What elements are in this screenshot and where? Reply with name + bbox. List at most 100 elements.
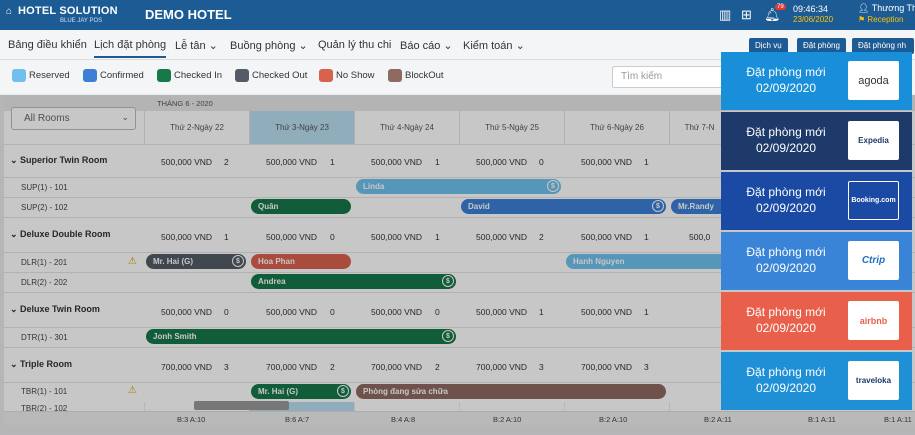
booking-bar[interactable]: Hanh Nguyen bbox=[566, 254, 731, 269]
menu-finance[interactable]: Quản lý thu chi bbox=[318, 39, 392, 51]
daily-summary: B:2 A:10 bbox=[599, 415, 628, 424]
group-booking-button[interactable]: Đặt phòng nh bbox=[852, 38, 914, 54]
available-count: 1 bbox=[330, 157, 335, 167]
menu-reports[interactable]: Báo cáo ⌄ bbox=[400, 40, 453, 52]
day-header[interactable]: Thứ 6-Ngày 26 bbox=[564, 111, 669, 144]
day-header[interactable]: Thứ 2-Ngày 22 bbox=[144, 111, 249, 144]
available-count: 0 bbox=[435, 307, 440, 317]
category-superior-twin[interactable]: ⌄ Superior Twin Room bbox=[10, 155, 108, 165]
available-count: 2 bbox=[435, 362, 440, 372]
price-cell: 500,000 VND bbox=[581, 307, 633, 317]
available-count: 3 bbox=[224, 362, 229, 372]
horizontal-scrollbar[interactable] bbox=[194, 401, 289, 410]
menu-reception[interactable]: Lễ tân ⌄ bbox=[175, 40, 218, 52]
sitemap-icon[interactable]: ⊞ bbox=[741, 7, 752, 22]
room-label: TBR(1) - 101 bbox=[21, 387, 68, 396]
new-booking-notification[interactable]: Đặt phòng mới 02/09/2020 Ctrip bbox=[721, 232, 912, 290]
booking-bar[interactable]: Phòng đang sửa chữa bbox=[356, 384, 666, 399]
traveloka-logo: traveloka bbox=[848, 361, 899, 400]
notification-count-badge: 79 bbox=[775, 4, 786, 10]
legend-swatch bbox=[388, 68, 402, 82]
calculator-icon[interactable]: ▥ bbox=[719, 7, 732, 22]
house-icon: ⌂ bbox=[6, 6, 13, 17]
new-booking-notification[interactable]: Đặt phòng mới 02/09/2020 Booking.com bbox=[721, 172, 912, 230]
room-label: SUP(2) - 102 bbox=[21, 203, 68, 212]
chevron-down-icon: ⌄ bbox=[121, 112, 129, 122]
month-row: THÁNG 6 - 2020 bbox=[4, 95, 915, 111]
user-name[interactable]: 👤︎ Thương Thư bbox=[858, 3, 915, 13]
room-label: DLR(1) - 201 bbox=[21, 258, 68, 267]
room-filter-select[interactable]: All Rooms ⌄ bbox=[11, 107, 136, 130]
month-label: THÁNG 6 - 2020 bbox=[157, 99, 213, 108]
menu-booking-calendar[interactable]: Lịch đặt phòng bbox=[94, 39, 167, 58]
top-bar: ⌂ HOTEL SOLUTION BLUE JAY POS DEMO HOTEL… bbox=[0, 0, 915, 30]
booking-bar[interactable]: Mr.Randy bbox=[671, 199, 731, 214]
menu-dashboard[interactable]: Bảng điều khiển bbox=[8, 39, 87, 51]
day-header[interactable]: Thứ 5-Ngày 25 bbox=[459, 111, 564, 144]
price-cell: 700,000 VND bbox=[476, 362, 528, 372]
booking-bar[interactable]: Linda $ bbox=[356, 179, 561, 194]
agoda-logo: agoda bbox=[848, 61, 899, 100]
price-cell: 700,000 VND bbox=[581, 362, 633, 372]
legend-checked-out: Checked Out bbox=[235, 68, 307, 82]
new-booking-button[interactable]: Đặt phòng bbox=[797, 38, 846, 54]
dollar-icon: $ bbox=[232, 255, 244, 267]
available-count: 1 bbox=[539, 307, 544, 317]
booking-bar[interactable]: Andrea $ bbox=[251, 274, 456, 289]
new-booking-notification[interactable]: Đặt phòng mới 02/09/2020 agoda bbox=[721, 52, 912, 110]
category-triple[interactable]: ⌄ Triple Room bbox=[10, 359, 73, 369]
legend-no-show: No Show bbox=[319, 68, 375, 82]
available-count: 0 bbox=[224, 307, 229, 317]
daily-summary: B:2 A:10 bbox=[493, 415, 522, 424]
booking-bar[interactable]: Mr. Hai (G) $ bbox=[251, 384, 351, 399]
price-cell: 500,000 VND bbox=[371, 307, 423, 317]
legend-swatch bbox=[157, 68, 171, 82]
available-count: 1 bbox=[435, 232, 440, 242]
available-count: 3 bbox=[539, 362, 544, 372]
price-cell: 500,000 VND bbox=[161, 157, 213, 167]
available-count: 2 bbox=[539, 232, 544, 242]
services-button[interactable]: Dịch vụ bbox=[749, 38, 788, 54]
bell-icon[interactable]: 🔔︎ bbox=[764, 7, 781, 22]
logo-subtitle: BLUE JAY POS bbox=[60, 18, 103, 24]
legend-swatch bbox=[235, 68, 249, 82]
dollar-icon: $ bbox=[652, 200, 664, 212]
price-cell: 500,000 VND bbox=[581, 157, 633, 167]
category-deluxe-twin[interactable]: ⌄ Deluxe Twin Room bbox=[10, 304, 100, 314]
search-input[interactable]: Tìm kiếm bbox=[612, 66, 732, 88]
booking-bar[interactable]: David $ bbox=[461, 199, 666, 214]
new-booking-notification[interactable]: Đặt phòng mới 02/09/2020 traveloka bbox=[721, 352, 912, 410]
daily-summary: B:2 A:11 bbox=[704, 415, 732, 424]
available-count: 1 bbox=[644, 232, 649, 242]
available-count: 0 bbox=[330, 232, 335, 242]
legend-checked-in: Checked In bbox=[157, 68, 222, 82]
price-cell: 500,000 VND bbox=[476, 307, 528, 317]
day-header[interactable]: Thứ 7-N bbox=[669, 111, 729, 144]
menu-housekeeping[interactable]: Buồng phòng ⌄ bbox=[230, 40, 308, 52]
day-header[interactable]: Thứ 3-Ngày 23 bbox=[249, 111, 354, 144]
booking-bar[interactable]: Quân bbox=[251, 199, 351, 214]
daily-summary: B:3 A:10 bbox=[177, 415, 206, 424]
price-cell: 500,000 VND bbox=[371, 157, 423, 167]
menu-audit[interactable]: Kiểm toán ⌄ bbox=[463, 40, 525, 52]
new-booking-notification[interactable]: Đặt phòng mới 02/09/2020 Expedia bbox=[721, 112, 912, 170]
price-cell: 500,000 VND bbox=[266, 232, 318, 242]
app-logo[interactable]: ⌂ HOTEL SOLUTION BLUE JAY POS bbox=[6, 3, 118, 27]
booking-bar[interactable]: Hoa Phan bbox=[251, 254, 351, 269]
booking-bar[interactable]: Mr. Hai (G) $ bbox=[146, 254, 246, 269]
dollar-icon: $ bbox=[442, 275, 454, 287]
category-deluxe-double[interactable]: ⌄ Deluxe Double Room bbox=[10, 229, 111, 239]
dollar-icon: $ bbox=[547, 180, 559, 192]
price-cell: 700,000 VND bbox=[161, 362, 213, 372]
available-count: 2 bbox=[330, 362, 335, 372]
ctrip-logo: Ctrip bbox=[848, 241, 899, 280]
price-cell: 500,000 VND bbox=[476, 232, 528, 242]
dollar-icon: $ bbox=[337, 385, 349, 397]
room-row bbox=[4, 272, 915, 292]
booking-bar[interactable]: Jonh Smith $ bbox=[146, 329, 456, 344]
day-header[interactable]: Thứ 4-Ngày 24 bbox=[354, 111, 459, 144]
available-count: 1 bbox=[224, 232, 229, 242]
room-label: TBR(2) - 102 bbox=[21, 404, 68, 413]
price-cell: 500,000 VND bbox=[266, 157, 318, 167]
new-booking-notification[interactable]: Đặt phòng mới 02/09/2020 airbnb bbox=[721, 292, 912, 350]
